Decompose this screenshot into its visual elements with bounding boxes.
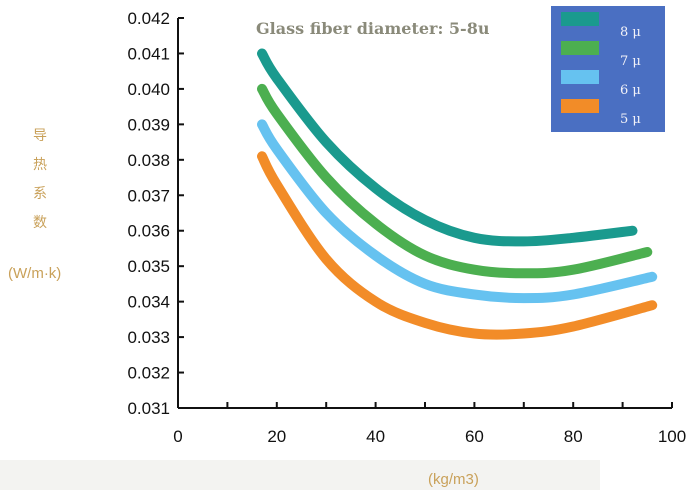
bottom-fade <box>0 460 600 490</box>
chart-title: Glass fiber diameter: 5-8u <box>256 19 490 38</box>
series-group <box>257 48 658 340</box>
x-tick-label: 20 <box>267 427 286 446</box>
y-tick-label: 0.035 <box>127 257 170 276</box>
x-tick-label: 60 <box>465 427 484 446</box>
x-ticks: 0 20 40 60 80 100 <box>173 402 686 446</box>
y-axis-unit: (W/m·k) <box>8 265 61 282</box>
y-tick-label: 0.039 <box>127 115 170 134</box>
y-tick-label: 0.031 <box>127 399 170 418</box>
y-axis-label-char: 系 <box>33 186 47 202</box>
series-line-1 <box>257 83 653 279</box>
legend-swatch-3 <box>561 99 599 113</box>
y-ticks: 0.031 0.032 0.033 0.034 0.035 0.036 0.037 0.038… <box>127 9 184 418</box>
y-axis-label-char: 导 <box>33 128 47 144</box>
legend-swatch-0 <box>561 12 599 26</box>
y-tick-label: 0.036 <box>127 222 170 241</box>
y-tick-label: 0.040 <box>127 80 170 99</box>
y-tick-label: 0.042 <box>127 9 170 28</box>
y-tick-label: 0.034 <box>127 293 170 312</box>
series-line-3 <box>257 151 658 340</box>
legend-label-2: 6 μ <box>620 83 641 98</box>
y-axis-label-char: 热 <box>33 157 47 173</box>
legend: 8 μ 7 μ 6 μ 5 μ <box>551 6 665 132</box>
legend-swatch-1 <box>561 41 599 55</box>
series-line-0 <box>257 48 638 247</box>
x-tick-label: 80 <box>564 427 583 446</box>
y-tick-label: 0.032 <box>127 364 170 383</box>
x-tick-label: 0 <box>173 427 182 446</box>
series-line-2 <box>257 119 658 304</box>
x-axis-label: (kg/m3) <box>428 471 479 488</box>
y-tick-label: 0.038 <box>127 151 170 170</box>
legend-label-3: 5 μ <box>620 112 641 127</box>
legend-label-1: 7 μ <box>620 54 641 69</box>
x-tick-label: 100 <box>658 427 686 446</box>
x-tick-label: 40 <box>366 427 385 446</box>
y-tick-label: 0.033 <box>127 328 170 347</box>
legend-label-0: 8 μ <box>620 25 641 40</box>
y-tick-label: 0.041 <box>127 44 170 63</box>
legend-swatch-2 <box>561 70 599 84</box>
y-tick-label: 0.037 <box>127 186 170 205</box>
y-axis-label-char: 数 <box>33 215 47 231</box>
